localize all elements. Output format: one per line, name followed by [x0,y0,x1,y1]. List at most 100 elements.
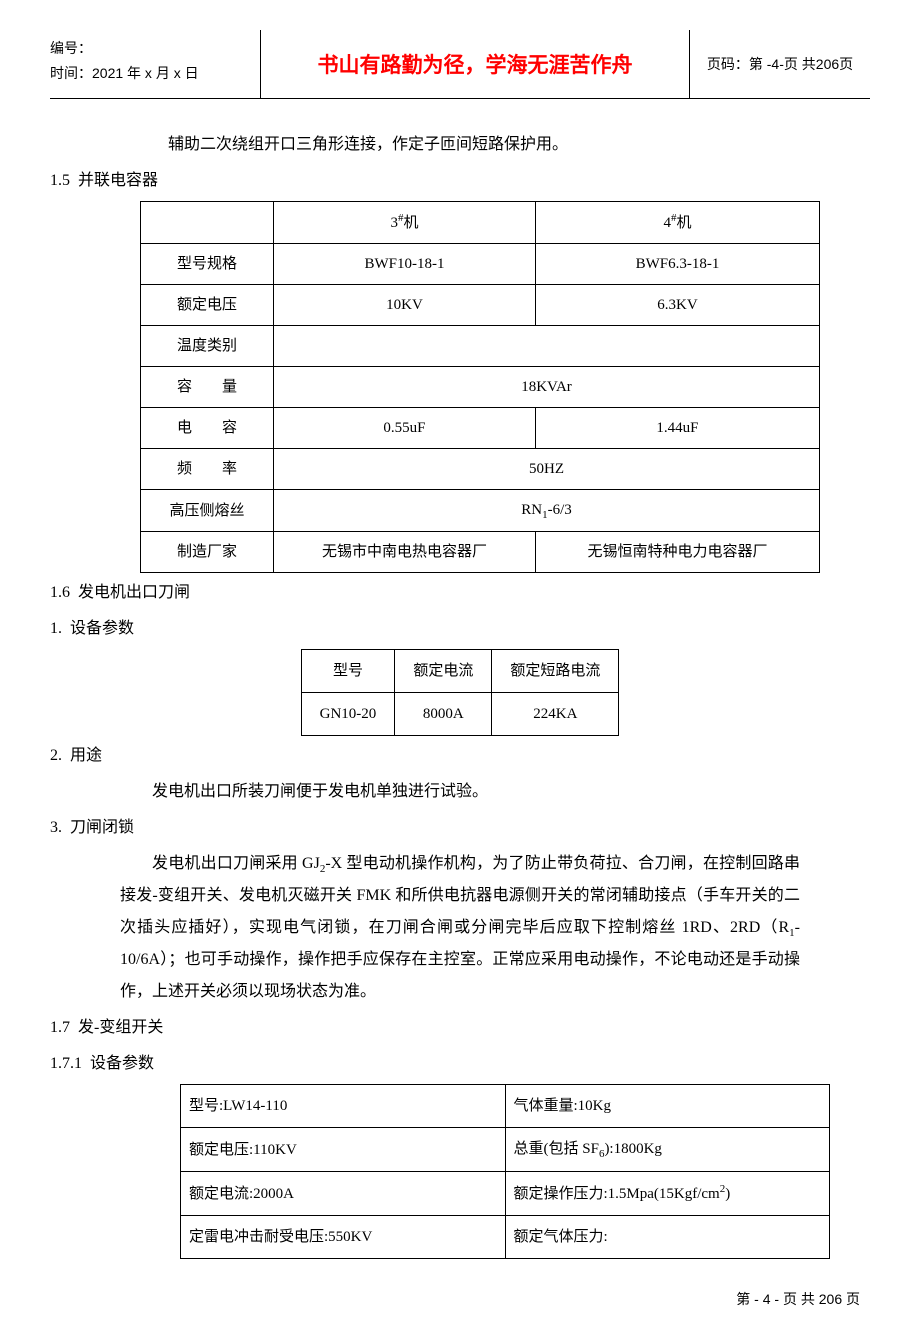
section-1-6-heading: 1.6 发电机出口刀闸 [50,577,870,609]
cell-value: 224KA [492,693,619,736]
cell-header: 额定电流 [395,650,492,693]
cell-header-4: 4#机 [535,202,819,244]
cell-value [274,326,820,367]
text: -6/3 [548,502,572,518]
item-3-body: 发电机出口刀闸采用 GJ2-X 型电动机操作机构，为了防止带负荷拉、合刀闸，在控… [120,848,800,1008]
table-row: GN10-20 8000A 224KA [301,693,619,736]
section-1-5-heading: 1.5 并联电容器 [50,165,870,197]
item-1: 1. 设备参数 [50,613,870,645]
cell: 型号:LW14-110 [181,1085,506,1128]
section-title: 并联电容器 [78,172,158,189]
text: 4 [663,215,671,231]
text: 机 [676,215,691,231]
cell: 额定电压:110KV [181,1128,506,1172]
section-number: 1.7 [50,1019,70,1036]
cell-value: BWF6.3-18-1 [535,244,819,285]
text: 3 [390,215,398,231]
page-label-prefix: 页码：第 - [707,54,772,74]
switch-param-table: 型号 额定电流 额定短路电流 GN10-20 8000A 224KA [301,649,620,736]
page-label-suffix: 页 [839,54,853,74]
page-label-mid: -页 共 [779,54,816,74]
page-current: 4 [771,56,779,72]
page-header: 编号： 时间：2021 年 x 月 x 日 书山有路勤为径，学海无涯苦作舟 页码… [50,30,870,99]
table-row: 电 容 0.55uF 1.44uF [141,408,820,449]
table-row: 定雷电冲击耐受电压:550KV 额定气体压力: [181,1216,830,1259]
cell-header: 额定短路电流 [492,650,619,693]
section-number: 1.5 [50,172,70,189]
table-row: 制造厂家 无锡市中南电热电容器厂 无锡恒南特种电力电容器厂 [141,532,820,573]
text: ):1800Kg [604,1141,662,1157]
header-left: 编号： 时间：2021 年 x 月 x 日 [50,30,261,98]
table-row: 额定电流:2000A 额定操作压力:1.5Mpa(15Kgf/cm2) [181,1172,830,1216]
cell-value: 8000A [395,693,492,736]
content: 辅助二次绕组开口三角形连接，作定子匝间短路保护用。 1.5 并联电容器 3#机 … [50,129,870,1259]
footer-suffix: 页 [842,1291,860,1307]
item-number: 2. [50,747,62,764]
item-number: 3. [50,819,62,836]
text: 发电机出口刀闸采用 GJ [152,855,320,872]
section-number: 1.6 [50,584,70,601]
cell: 额定电流:2000A [181,1172,506,1216]
item-title: 刀闸闭锁 [70,819,134,836]
section-title: 发电机出口刀闸 [78,584,190,601]
table-row: 3#机 4#机 [141,202,820,244]
item-3: 3. 刀闸闭锁 [50,812,870,844]
item-2: 2. 用途 [50,740,870,772]
text: 总重(包括 SF [514,1141,599,1157]
section-number: 1.7.1 [50,1055,82,1072]
text: ) [725,1186,730,1202]
item-number: 1. [50,620,62,637]
item-title: 用途 [70,747,102,764]
item-2-body: 发电机出口所装刀闸便于发电机单独进行试验。 [120,776,800,808]
cell-label: 额定电压 [141,285,274,326]
table-row: 型号:LW14-110 气体重量:10Kg [181,1085,830,1128]
cell-value: 10KV [274,285,536,326]
cell-header: 型号 [301,650,395,693]
page-total: 206 [816,56,839,72]
cell: 额定操作压力:1.5Mpa(15Kgf/cm2) [505,1172,830,1216]
cell-label: 型号规格 [141,244,274,285]
section-title: 设备参数 [90,1055,154,1072]
cell-value: GN10-20 [301,693,395,736]
cell: 总重(包括 SF6):1800Kg [505,1128,830,1172]
table-row: 容 量 18KVAr [141,367,820,408]
cell-label: 制造厂家 [141,532,274,573]
table-row: 额定电压:110KV 总重(包括 SF6):1800Kg [181,1128,830,1172]
footer-page: 4 [763,1291,771,1307]
cell-value: 无锡恒南特种电力电容器厂 [535,532,819,573]
cell-value: 0.55uF [274,408,536,449]
cell-label: 高压侧熔丝 [141,490,274,532]
table-row: 额定电压 10KV 6.3KV [141,285,820,326]
cell-value: 18KVAr [274,367,820,408]
section-1-7-1-heading: 1.7.1 设备参数 [50,1048,870,1080]
cell-header-3: 3#机 [274,202,536,244]
table-row: 温度类别 [141,326,820,367]
cell-label: 电 容 [141,408,274,449]
page-footer: 第 - 4 - 页 共 206 页 [50,1289,870,1309]
text: 机 [403,215,418,231]
footer-total: 206 [819,1291,842,1307]
text: 额定操作压力:1.5Mpa(15Kgf/cm [514,1186,720,1202]
section-title: 发-变组开关 [78,1019,163,1036]
table-row: 频 率 50HZ [141,449,820,490]
cell: 定雷电冲击耐受电压:550KV [181,1216,506,1259]
cell-value: 1.44uF [535,408,819,449]
cell: 气体重量:10Kg [505,1085,830,1128]
header-page-info: 页码：第 -4-页 共 206 页 [690,30,870,98]
cell-empty [141,202,274,244]
table-row: 型号规格 BWF10-18-1 BWF6.3-18-1 [141,244,820,285]
cell: 额定气体压力: [505,1216,830,1259]
cell-label: 容 量 [141,367,274,408]
doc-number-label: 编号： [50,36,260,61]
section-1-7-heading: 1.7 发-变组开关 [50,1012,870,1044]
footer-mid: - 页 共 [771,1291,819,1307]
cell-label: 温度类别 [141,326,274,367]
cell-value: 50HZ [274,449,820,490]
breaker-param-table: 型号:LW14-110 气体重量:10Kg 额定电压:110KV 总重(包括 S… [180,1084,830,1259]
intro-paragraph: 辅助二次绕组开口三角形连接，作定子匝间短路保护用。 [120,129,870,161]
table-row: 高压侧熔丝 RN1-6/3 [141,490,820,532]
doc-date-label: 时间：2021 年 x 月 x 日 [50,61,260,86]
text: RN [521,502,542,518]
cell-value: 6.3KV [535,285,819,326]
cell-value: RN1-6/3 [274,490,820,532]
